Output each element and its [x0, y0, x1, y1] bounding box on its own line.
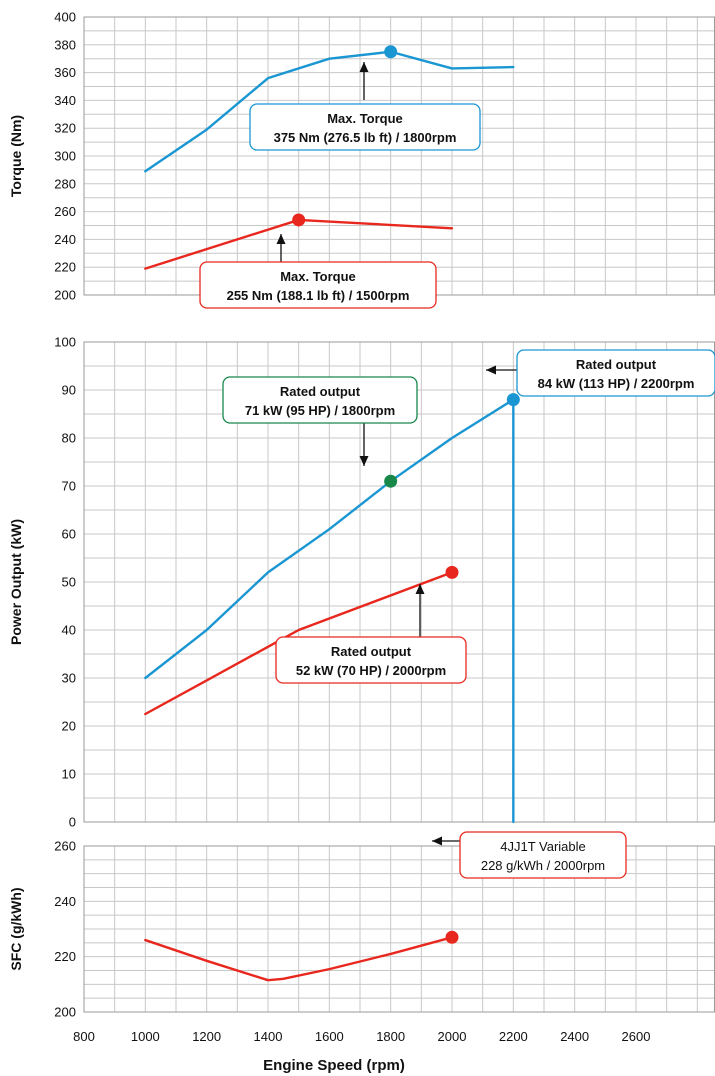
annotation-arrow-head	[276, 234, 286, 244]
annotation-text: Rated output	[576, 357, 657, 372]
annotation-text: 71 kW (95 HP) / 1800rpm	[245, 403, 395, 418]
y-axis-title: SFC (g/kWh)	[8, 887, 24, 970]
y-tick-label: 100	[54, 335, 76, 350]
annotation-box	[516, 349, 715, 397]
y-tick-label: 240	[54, 232, 76, 247]
y-tick-label: 70	[62, 479, 76, 494]
annotation-box	[249, 103, 481, 151]
annotation-text: Max. Torque	[280, 269, 356, 284]
annotation-arrow-head	[486, 365, 496, 375]
y-tick-label: 400	[54, 10, 76, 25]
x-tick-label: 1200	[192, 1029, 221, 1044]
y-axis-title: Power Output (kW)	[8, 519, 24, 645]
y-tick-label: 40	[62, 623, 76, 638]
y-tick-label: 280	[54, 176, 76, 191]
y-tick-label: 10	[62, 767, 76, 782]
series-line-2	[144, 571, 454, 716]
annotation-box	[459, 831, 627, 879]
y-tick-label: 380	[54, 37, 76, 52]
data-point-marker	[384, 45, 398, 59]
annotation-callout: 4JJ1T Variable 228 g/kWh / 2000rpm	[432, 831, 627, 879]
panel-power: 0 10 20 30 40 50 60 70 80 90 100 Power Output (kW) R…	[8, 335, 715, 830]
data-point-marker	[445, 565, 459, 579]
series-line-1	[144, 398, 515, 824]
y-tick-label: 200	[54, 1005, 76, 1020]
annotation-text: 255 Nm (188.1 lb ft) / 1500rpm	[227, 288, 410, 303]
y-tick-label: 30	[62, 671, 76, 686]
annotation-box	[199, 261, 437, 309]
x-tick-label: 800	[73, 1029, 95, 1044]
y-tick-label: 260	[54, 839, 76, 854]
annotation-arrow-head	[359, 456, 369, 466]
annotation-box	[222, 376, 418, 424]
series-line-1	[144, 936, 454, 982]
annotation-callout: Rated output 84 kW (113 HP) / 2200rpm	[486, 349, 715, 397]
annotation-text: 4JJ1T Variable	[500, 839, 586, 854]
x-tick-label: 2400	[560, 1029, 589, 1044]
annotation-arrow-head	[432, 836, 442, 846]
x-tick-label: 2000	[438, 1029, 467, 1044]
series-line-1	[144, 50, 515, 173]
panel-torque: 200 220 240 260 280 300 320 340 360 380 400 Torque …	[8, 10, 715, 309]
data-point-marker	[506, 393, 520, 407]
annotation-text: 375 Nm (276.5 lb ft) / 1800rpm	[274, 130, 457, 145]
y-tick-label: 360	[54, 65, 76, 80]
annotation-text: Rated output	[280, 384, 361, 399]
y-tick-label: 0	[69, 815, 76, 830]
x-tick-label: 2200	[499, 1029, 528, 1044]
y-tick-label: 320	[54, 121, 76, 136]
x-tick-label: 1800	[376, 1029, 405, 1044]
annotation-text: 84 kW (113 HP) / 2200rpm	[538, 376, 695, 391]
y-tick-label: 240	[54, 894, 76, 909]
annotation-arrow-head	[359, 62, 369, 72]
y-axis-title: Torque (Nm)	[8, 115, 24, 197]
x-tick-label: 1000	[131, 1029, 160, 1044]
y-tick-label: 300	[54, 149, 76, 164]
y-tick-label: 220	[54, 260, 76, 275]
annotation-callout: Max. Torque 375 Nm (276.5 lb ft) / 1800rp…	[249, 62, 481, 151]
annotation-callout: Max. Torque 255 Nm (188.1 lb ft) / 1500rp…	[199, 234, 437, 309]
x-tick-label: 2600	[622, 1029, 651, 1044]
annotation-box	[275, 636, 467, 684]
annotation-callout: Rated output 71 kW (95 HP) / 1800rpm	[222, 376, 418, 466]
annotation-text: Rated output	[331, 644, 412, 659]
annotation-text: 52 kW (70 HP) / 2000rpm	[296, 663, 446, 678]
annotation-arrow-head	[415, 584, 425, 594]
x-tick-label: 1600	[315, 1029, 344, 1044]
y-tick-label: 340	[54, 93, 76, 108]
panel-sfc: 200 220 240 260 SFC (g/kWh) 4JJ1T Variable 228…	[8, 831, 715, 1020]
y-tick-label: 50	[62, 575, 76, 590]
y-tick-label: 200	[54, 288, 76, 303]
data-point-marker	[384, 474, 398, 488]
y-tick-label: 80	[62, 431, 76, 446]
y-tick-label: 60	[62, 527, 76, 542]
data-point-marker	[292, 213, 306, 227]
annotation-text: Max. Torque	[327, 111, 403, 126]
y-tick-label: 260	[54, 204, 76, 219]
annotation-callout: Rated output 52 kW (70 HP) / 2000rpm	[275, 584, 467, 684]
y-tick-label: 20	[62, 719, 76, 734]
annotation-text: 228 g/kWh / 2000rpm	[481, 858, 605, 873]
data-point-marker	[445, 930, 459, 944]
x-axis-title: Engine Speed (rpm)	[263, 1057, 405, 1074]
x-tick-label: 1400	[254, 1029, 283, 1044]
y-tick-label: 220	[54, 949, 76, 964]
y-tick-label: 90	[62, 383, 76, 398]
